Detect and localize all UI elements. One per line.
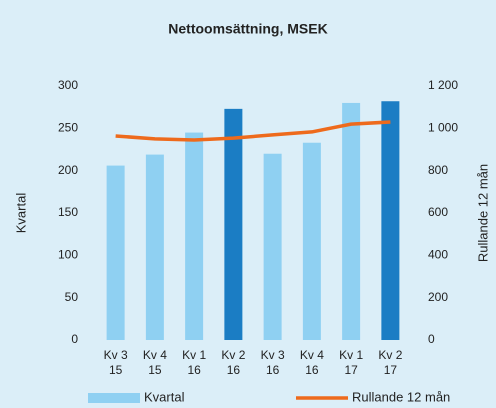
x-tick-label: Kv 1 xyxy=(182,348,206,362)
x-tick-label: 16 xyxy=(305,363,319,377)
y-tick-label: 200 xyxy=(58,163,78,177)
y-tick-label: 100 xyxy=(58,248,78,262)
x-tick-label: 17 xyxy=(384,363,398,377)
y-axis-label: Kvartal xyxy=(13,193,28,234)
x-tick-label: Kv 2 xyxy=(378,348,402,362)
x-tick-label: 17 xyxy=(344,363,358,377)
y2-tick-label: 0 xyxy=(428,332,435,346)
chart-title: Nettoomsättning, MSEK xyxy=(168,21,327,37)
x-tick-label: Kv 1 xyxy=(339,348,363,362)
x-tick-label: Kv 3 xyxy=(261,348,285,362)
legend-swatch xyxy=(88,393,140,403)
bar xyxy=(224,108,243,340)
y2-tick-label: 200 xyxy=(428,290,448,304)
x-tick-label: 16 xyxy=(266,363,280,377)
x-tick-label: Kv 3 xyxy=(104,348,128,362)
y2-tick-label: 400 xyxy=(428,248,448,262)
bar xyxy=(185,132,204,340)
x-tick-label: 15 xyxy=(109,363,123,377)
y-tick-label: 150 xyxy=(58,205,78,219)
x-tick-label: 16 xyxy=(227,363,241,377)
bar xyxy=(342,102,361,340)
y2-tick-label: 1 000 xyxy=(428,121,458,135)
legend-label: Kvartal xyxy=(144,389,185,404)
x-tick-label: Kv 2 xyxy=(221,348,245,362)
x-tick-label: Kv 4 xyxy=(300,348,324,362)
y-tick-label: 50 xyxy=(65,290,79,304)
y2-axis-label: Rullande 12 mån xyxy=(475,164,490,262)
line xyxy=(115,120,391,142)
y2-tick-label: 1 200 xyxy=(428,78,458,92)
y-tick-label: 300 xyxy=(58,78,78,92)
y2-tick-label: 800 xyxy=(428,163,448,177)
y-tick-label: 250 xyxy=(58,121,78,135)
x-tick-label: 15 xyxy=(148,363,162,377)
y2-tick-label: 600 xyxy=(428,205,448,219)
x-tick-label: Kv 4 xyxy=(143,348,167,362)
bar xyxy=(263,153,282,340)
legend-label: Rullande 12 mån xyxy=(352,389,450,404)
bar xyxy=(302,142,321,340)
bar xyxy=(145,154,164,340)
bar xyxy=(381,101,400,341)
y-tick-label: 0 xyxy=(71,332,78,346)
x-tick-label: 16 xyxy=(187,363,201,377)
bar xyxy=(106,165,125,340)
